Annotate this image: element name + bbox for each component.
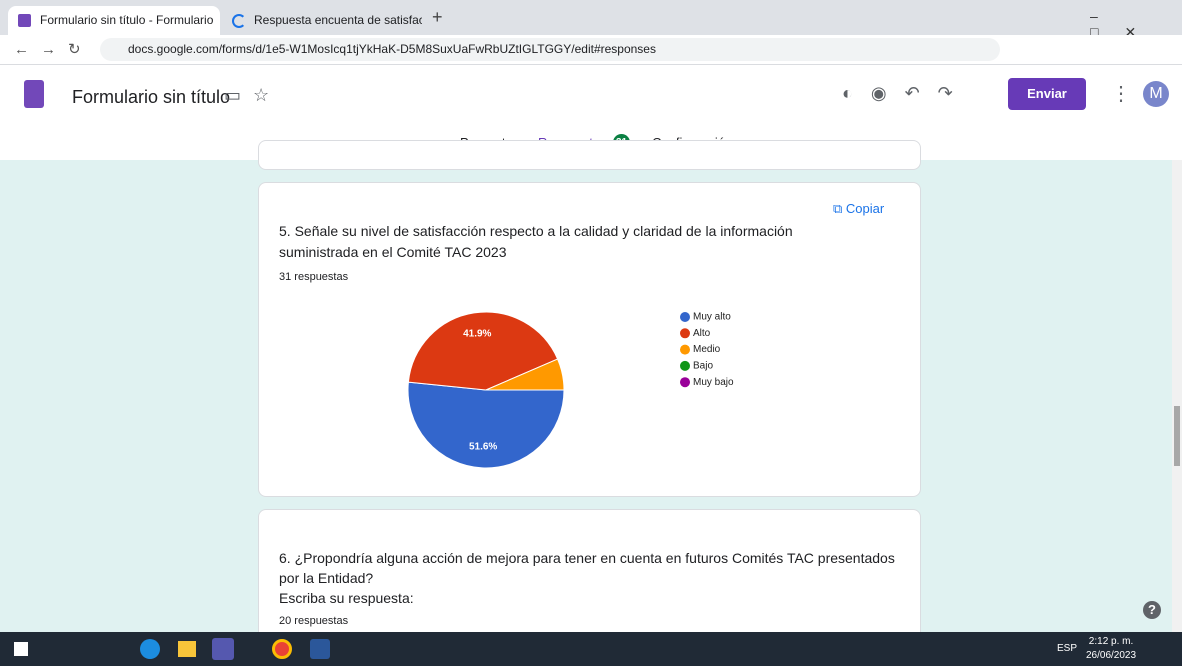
question-card: 6. ¿Propondría alguna acción de mejora p… bbox=[258, 509, 921, 649]
tab-title: Formulario sin título - Formulario bbox=[40, 13, 213, 27]
scrollbar bbox=[1172, 160, 1182, 632]
help-button[interactable]: ? bbox=[1143, 601, 1161, 619]
tab-title: Respuesta encuenta de satisfacci bbox=[254, 13, 422, 27]
scroll-thumb[interactable] bbox=[1174, 406, 1180, 466]
address-bar: ←→↻ docs.google.com/forms/d/1e5-W1MosIcq… bbox=[0, 35, 1182, 65]
copy-button[interactable]: ⧉ Copiar bbox=[833, 201, 884, 217]
title-icons[interactable]: ▭☆ bbox=[224, 85, 281, 106]
time: 2:12 p. m. bbox=[1086, 635, 1136, 649]
date: 26/06/2023 bbox=[1086, 649, 1136, 663]
tab-bar: Formulario sin título - Formulario Respu… bbox=[0, 0, 1182, 35]
toolbar-icons[interactable]: ◐◉↶↷ bbox=[842, 83, 971, 104]
clock[interactable]: 2:12 p. m.26/06/2023 bbox=[1086, 635, 1136, 663]
previous-card bbox=[258, 140, 921, 170]
app-icon[interactable] bbox=[272, 639, 292, 659]
app-icon[interactable] bbox=[140, 639, 160, 659]
taskbar: ESP 2:12 p. m.26/06/2023 bbox=[0, 632, 1182, 666]
app-icon[interactable] bbox=[310, 639, 330, 659]
tab[interactable]: Formulario sin título - Formulario bbox=[8, 6, 220, 35]
form-title[interactable]: Formulario sin título bbox=[72, 87, 230, 108]
app-icon[interactable] bbox=[212, 638, 234, 660]
forms-icon bbox=[18, 14, 31, 27]
forms-logo bbox=[24, 80, 44, 108]
nav-buttons[interactable]: ←→↻ bbox=[14, 40, 93, 58]
question-card: ⧉ Copiar 5. Señale su nivel de satisfacc… bbox=[258, 182, 921, 497]
page: Formulario {"browser": {"tabs": ["Formul… bbox=[0, 0, 1182, 666]
start-button[interactable] bbox=[14, 642, 28, 656]
question-title: 5. Señale su nivel de satisfacción respe… bbox=[279, 221, 819, 263]
copy-label: Copiar bbox=[846, 201, 884, 216]
question-title: 6. ¿Propondría alguna acción de mejora p… bbox=[279, 548, 909, 588]
more-menu[interactable]: ⋮ bbox=[1111, 81, 1131, 106]
body: Formulario sin título - Formulario Respu… bbox=[0, 0, 1182, 666]
new-tab[interactable]: + bbox=[432, 7, 443, 28]
response-count: 20 respuestas bbox=[279, 615, 348, 627]
avatar[interactable]: M bbox=[1143, 81, 1169, 107]
loading-icon bbox=[232, 14, 246, 28]
response-count: 31 respuestas bbox=[279, 271, 348, 283]
url-field[interactable]: docs.google.com/forms/d/1e5-W1MosIcq1tjY… bbox=[100, 38, 1000, 61]
language[interactable]: ESP bbox=[1057, 643, 1077, 654]
content-background: ⧉ Copiar 5. Señale su nivel de satisfacc… bbox=[0, 160, 1172, 632]
send-button[interactable]: Enviar bbox=[1008, 78, 1086, 110]
app-icon[interactable] bbox=[178, 641, 196, 657]
url: docs.google.com/forms/d/1e5-W1MosIcq1tjY… bbox=[128, 42, 656, 56]
tab[interactable]: Respuesta encuenta de satisfacci bbox=[222, 6, 422, 35]
question-subtitle: Escriba su respuesta: bbox=[279, 590, 414, 606]
